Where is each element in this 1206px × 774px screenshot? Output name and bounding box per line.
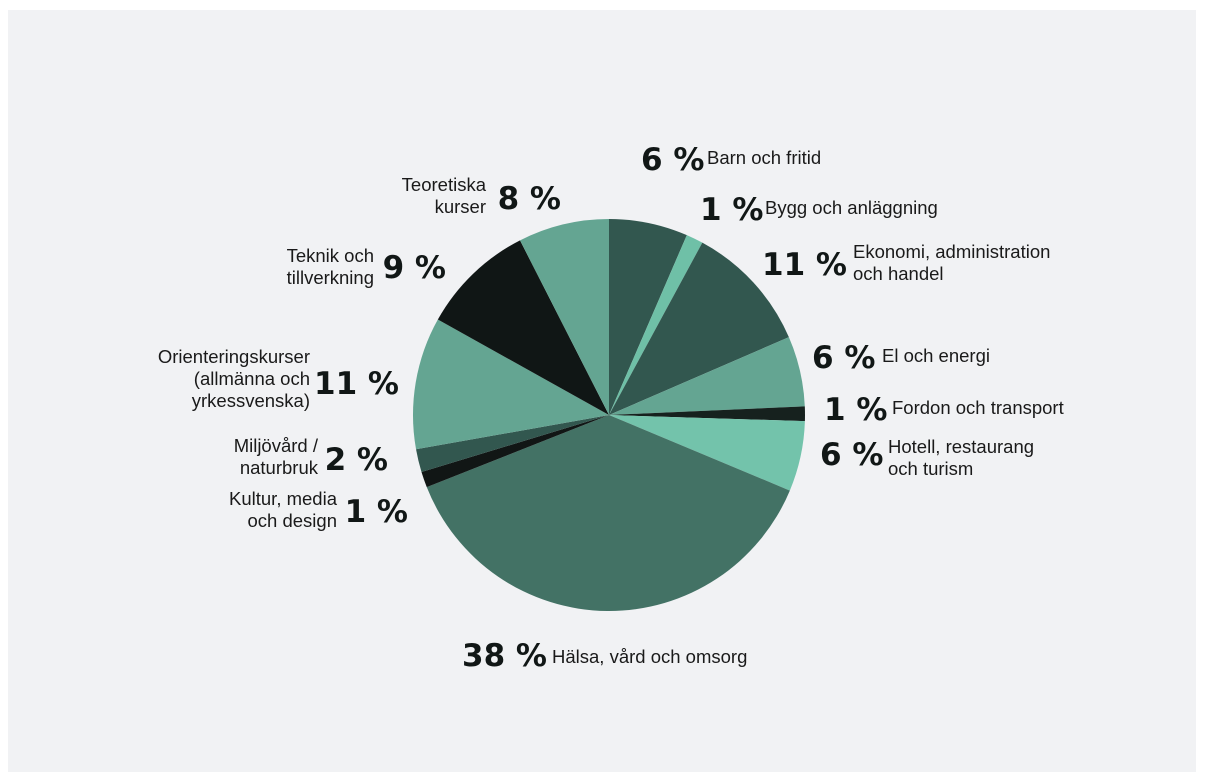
slice-category-label-line: Orienteringskurser bbox=[158, 346, 310, 367]
slice-category-label: Ekonomi, administration och handel bbox=[853, 241, 1050, 284]
slice-category-label-line: tillverkning bbox=[287, 267, 374, 288]
slice-category-label-line: och handel bbox=[853, 263, 944, 284]
slice-percent-label: 1 % bbox=[345, 494, 408, 530]
pie-slice bbox=[413, 319, 609, 450]
slice-category-label: Hotell, restaurang och turism bbox=[888, 436, 1034, 479]
pie-slice bbox=[426, 415, 790, 611]
slice-category-label-line: Hälsa, vård och omsorg bbox=[552, 646, 747, 667]
slice-category-label-line: Hotell, restaurang bbox=[888, 436, 1034, 457]
slice-category-label: Bygg och anläggning bbox=[765, 197, 938, 218]
slice-category-label: Fordon och transport bbox=[892, 397, 1064, 418]
pie-slice bbox=[520, 219, 609, 415]
slice-percent-label: 11 % bbox=[314, 366, 399, 402]
slice-percent-label: 8 % bbox=[498, 181, 561, 217]
slice-category-label: Teknik och tillverkning bbox=[287, 245, 374, 288]
pie-slice bbox=[609, 242, 789, 415]
slice-category-label-line: Miljövård / bbox=[234, 435, 319, 456]
slice-category-label-line: kurser bbox=[435, 196, 486, 217]
slice-category-label-line: Kultur, media bbox=[229, 488, 338, 509]
slice-category-label-line: Bygg och anläggning bbox=[765, 197, 938, 218]
pie-slice bbox=[416, 415, 609, 473]
pie-slice bbox=[609, 219, 687, 415]
slice-category-label-line: (allmänna och bbox=[194, 368, 310, 389]
slice-category-label: Miljövård / naturbruk bbox=[234, 435, 319, 478]
slice-category-label: Orienteringskurser (allmänna och yrkessven… bbox=[158, 346, 310, 411]
pie-slices bbox=[413, 219, 805, 611]
slice-category-label-line: Teknik och bbox=[287, 245, 374, 266]
slice-category-label: Kultur, media och design bbox=[229, 488, 338, 531]
slice-category-label-line: El och energi bbox=[882, 345, 990, 366]
slice-category-label: El och energi bbox=[882, 345, 990, 366]
slice-percent-label: 6 % bbox=[812, 340, 875, 376]
slice-percent-label: 38 % bbox=[462, 638, 547, 674]
slice-category-label-line: och design bbox=[248, 510, 337, 531]
slice-percent-label: 11 % bbox=[762, 247, 847, 283]
slice-percent-label: 2 % bbox=[325, 442, 388, 478]
slice-category-label: Teoretiska kurser bbox=[402, 174, 487, 217]
slice-percent-label: 6 % bbox=[820, 437, 883, 473]
pie-slice bbox=[421, 415, 609, 488]
pie-slice bbox=[609, 235, 703, 415]
pie-slice bbox=[609, 337, 805, 415]
slice-category-label-line: naturbruk bbox=[240, 457, 319, 478]
slice-percent-label: 9 % bbox=[383, 250, 446, 286]
pie-slice bbox=[437, 240, 609, 415]
slice-category-label-line: Ekonomi, administration bbox=[853, 241, 1050, 262]
slice-category-label-line: Barn och fritid bbox=[707, 147, 821, 168]
slice-category-label-line: Teoretiska bbox=[402, 174, 487, 195]
slice-category-label-line: Fordon och transport bbox=[892, 397, 1064, 418]
pie-slice bbox=[609, 415, 805, 491]
slice-category-label: Hälsa, vård och omsorg bbox=[552, 646, 747, 667]
slice-category-label: Barn och fritid bbox=[707, 147, 821, 168]
slice-category-label-line: och turism bbox=[888, 458, 973, 479]
slice-percent-label: 1 % bbox=[700, 192, 763, 228]
slice-percent-label: 1 % bbox=[824, 392, 887, 428]
slice-percent-label: 6 % bbox=[641, 142, 704, 178]
slice-category-label-line: yrkessvenska) bbox=[192, 390, 310, 411]
pie-slice bbox=[609, 406, 805, 422]
